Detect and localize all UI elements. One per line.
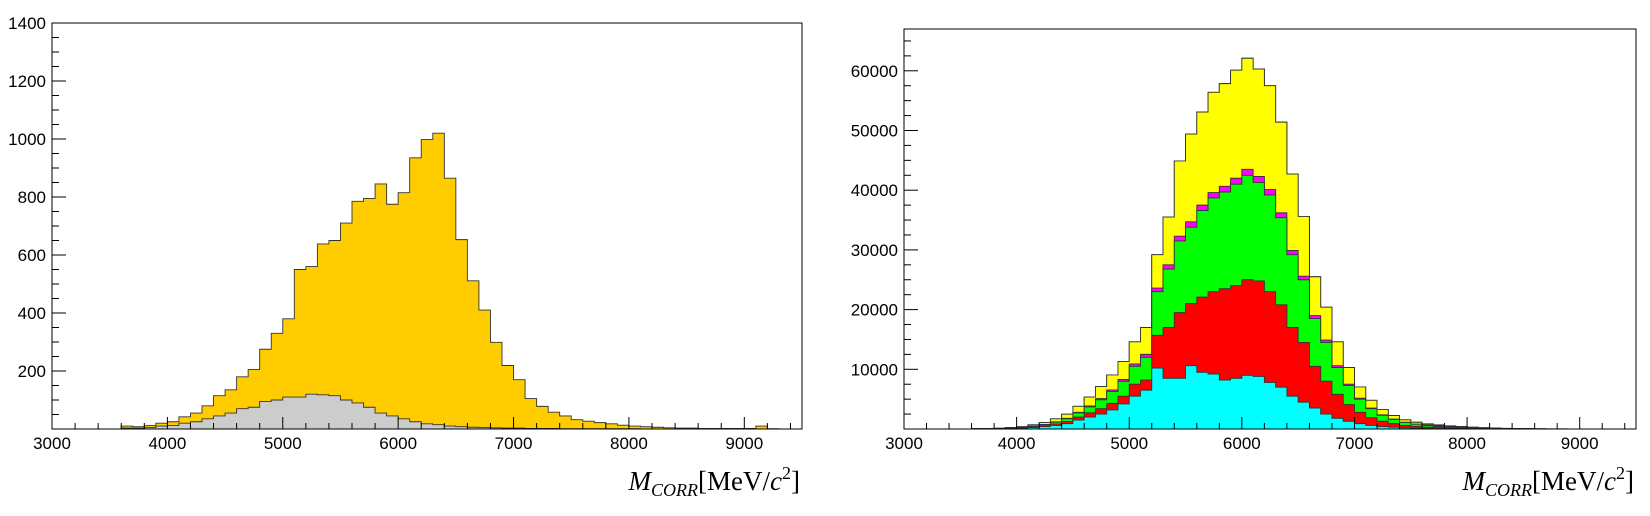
- y-tick-label: 800: [18, 188, 46, 207]
- histogram-layer-1: [120, 132, 791, 430]
- y-tick-label: 1000: [8, 130, 46, 149]
- x-tick-label: 6000: [379, 434, 417, 453]
- x-tick-label: 6000: [1223, 434, 1261, 453]
- x-tick-label: 3000: [885, 434, 923, 453]
- x-tick-label: 7000: [1336, 434, 1374, 453]
- y-tick-label: 10000: [851, 360, 898, 379]
- left-histogram-panel: 3000 4000 5000 6000 7000 8000 9000 200 400 600 800…: [8, 14, 803, 500]
- y-tick-label: 60000: [851, 62, 898, 81]
- x-tick-label: 4000: [998, 434, 1036, 453]
- right-histogram-panel: 3000 4000 5000 6000 7000 8000 9000 10000 20000 30…: [851, 28, 1637, 500]
- x-axis-title: MCORR[MeV/c2]: [1462, 463, 1634, 500]
- y-tick-label: 400: [18, 304, 46, 323]
- y-tick-label: 200: [18, 362, 46, 381]
- x-tick-label: 8000: [1448, 434, 1486, 453]
- y-tick-label: 1200: [8, 72, 46, 91]
- y-tick-label: 50000: [851, 121, 898, 140]
- x-tick-label: 5000: [1110, 434, 1148, 453]
- x-tick-label: 9000: [1561, 434, 1599, 453]
- x-tick-label: 7000: [495, 434, 533, 453]
- y-tick-label: 40000: [851, 181, 898, 200]
- x-axis-title: MCORR[MeV/c2]: [628, 463, 800, 500]
- x-tick-label: 8000: [610, 434, 648, 453]
- plot-frame: [903, 28, 1637, 430]
- x-tick-label: 5000: [264, 434, 302, 453]
- x-tick-label: 9000: [725, 434, 763, 453]
- y-tick-label: 20000: [851, 301, 898, 320]
- y-tick-label: 1400: [8, 14, 46, 33]
- y-tick-label: 600: [18, 246, 46, 265]
- y-tick-label: 30000: [851, 241, 898, 260]
- x-tick-label: 4000: [148, 434, 186, 453]
- x-tick-label: 3000: [33, 434, 71, 453]
